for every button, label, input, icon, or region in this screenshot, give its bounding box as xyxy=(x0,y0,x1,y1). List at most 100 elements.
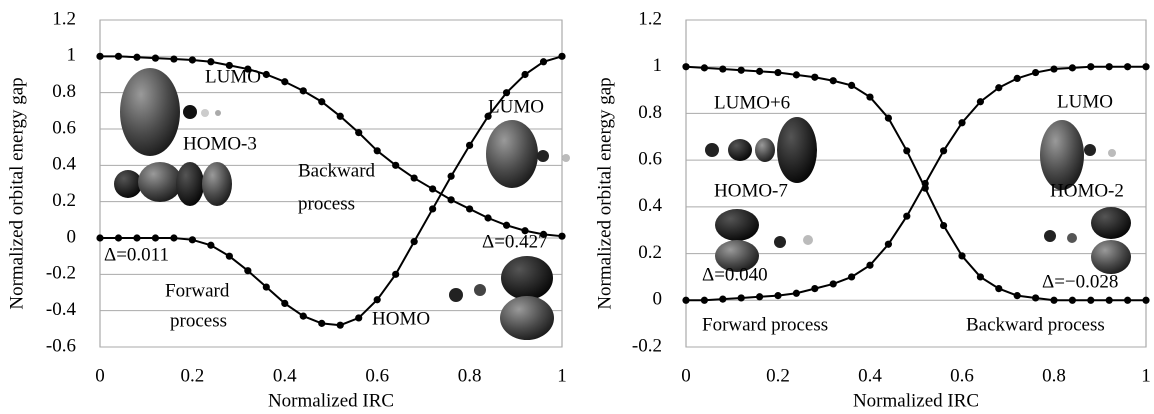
data-point xyxy=(170,234,178,242)
y-tick-label: 1 xyxy=(653,55,663,76)
x-tick-label: 0.6 xyxy=(950,365,974,386)
data-point xyxy=(1142,296,1150,304)
x-tick-label: 1 xyxy=(1141,365,1151,386)
data-point xyxy=(1068,64,1076,72)
data-point xyxy=(447,196,455,204)
data-point xyxy=(392,161,400,169)
data-point xyxy=(410,174,418,182)
data-point xyxy=(539,230,548,238)
data-point xyxy=(829,280,837,288)
data-point xyxy=(719,295,727,303)
data-point xyxy=(373,296,381,304)
data-point xyxy=(884,240,893,248)
data-point xyxy=(1032,294,1040,302)
y-axis-label: Normalized orbital energy gap xyxy=(594,77,615,309)
x-tick-label: 0.8 xyxy=(1042,365,1066,386)
annotation: Δ=0.040 xyxy=(702,264,768,285)
y-tick-label: 0.4 xyxy=(52,154,76,175)
data-point xyxy=(373,147,381,155)
data-point xyxy=(244,267,252,275)
x-tick-label: 0.4 xyxy=(858,365,882,386)
data-point xyxy=(558,232,566,240)
data-point xyxy=(521,70,529,79)
data-point xyxy=(976,98,985,106)
orbital-images xyxy=(114,68,1131,340)
data-point xyxy=(410,238,418,246)
data-point xyxy=(447,172,455,180)
y-tick-label: 0.2 xyxy=(52,190,76,211)
data-point xyxy=(558,52,566,60)
annotation: HOMO xyxy=(372,308,430,329)
data-point xyxy=(114,52,123,60)
y-tick-label: 1.2 xyxy=(638,8,662,29)
data-point xyxy=(133,234,141,242)
y-tick-label: 0.8 xyxy=(52,81,76,102)
data-point xyxy=(484,112,492,120)
data-point xyxy=(903,212,911,220)
data-point xyxy=(466,141,474,149)
annotation: process xyxy=(170,310,227,331)
data-point xyxy=(355,314,363,322)
annotation: Δ=0.427 xyxy=(482,231,548,252)
data-point xyxy=(484,214,492,222)
data-point xyxy=(1032,68,1040,77)
x-tick-label: 0 xyxy=(681,365,691,386)
data-point xyxy=(244,65,252,73)
data-point xyxy=(958,252,966,260)
data-point xyxy=(318,319,326,327)
data-point xyxy=(995,285,1003,293)
y-tick-label: 0 xyxy=(67,226,77,247)
data-point xyxy=(884,114,893,122)
annotation: Backward xyxy=(298,160,376,181)
data-point xyxy=(1050,65,1058,73)
data-point xyxy=(976,273,985,281)
data-point xyxy=(682,63,690,71)
y-tick-label: -0.2 xyxy=(632,335,662,356)
annotation: Δ=0.011 xyxy=(104,244,169,265)
data-point xyxy=(700,296,709,304)
data-point xyxy=(151,54,160,62)
data-point xyxy=(151,234,160,242)
data-point xyxy=(774,292,782,300)
data-point xyxy=(1068,296,1076,304)
x-tick-label: 0.2 xyxy=(766,365,790,386)
data-point xyxy=(1087,63,1095,71)
data-point xyxy=(188,236,196,244)
annotation: Δ=−0.028 xyxy=(1042,271,1118,292)
data-point xyxy=(225,252,233,260)
data-point xyxy=(207,241,215,249)
x-axis-label: Normalized IRC xyxy=(853,390,979,411)
data-point xyxy=(318,98,326,106)
data-point xyxy=(1124,296,1132,304)
data-point xyxy=(866,93,874,101)
annotation: Forward process xyxy=(702,314,828,335)
x-tick-label: 0.6 xyxy=(365,365,389,386)
y-tick-label: 0.4 xyxy=(638,195,662,216)
x-tick-label: 0.2 xyxy=(181,365,205,386)
data-point xyxy=(262,70,270,79)
data-point xyxy=(207,58,215,66)
data-point xyxy=(521,227,529,235)
data-point xyxy=(281,78,289,86)
annotation: LUMO xyxy=(205,66,261,87)
annotation: process xyxy=(298,193,355,214)
annotation: Backward process xyxy=(966,314,1105,335)
y-tick-label: 1 xyxy=(67,45,77,66)
x-tick-label: 0 xyxy=(95,365,105,386)
data-point xyxy=(429,185,437,193)
y-tick-label: -0.6 xyxy=(46,335,76,356)
x-tick-label: 1 xyxy=(557,365,567,386)
y-tick-label: 1.2 xyxy=(52,8,76,29)
data-point xyxy=(262,283,270,291)
data-point xyxy=(1013,292,1021,300)
data-point xyxy=(336,112,344,120)
data-point xyxy=(1142,63,1150,71)
annotation: LUMO xyxy=(1057,91,1113,112)
y-tick-label: -0.4 xyxy=(46,299,77,320)
annotation: HOMO-7 xyxy=(714,180,788,201)
data-point xyxy=(792,289,801,297)
data-point xyxy=(792,71,801,79)
annotation: HOMO-3 xyxy=(183,133,257,154)
data-point xyxy=(866,261,874,269)
